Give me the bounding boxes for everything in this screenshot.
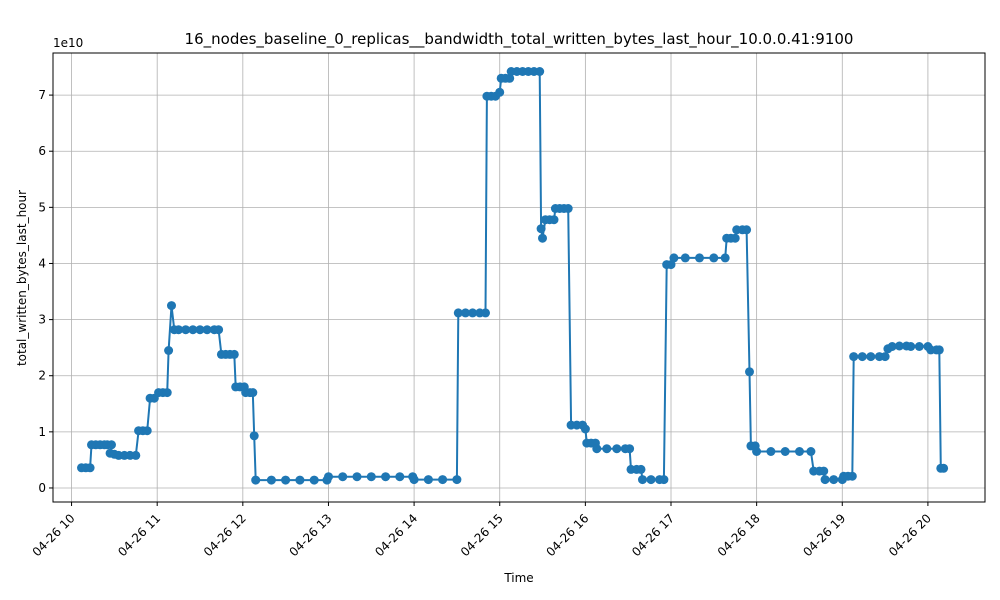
data-point	[857, 352, 867, 362]
data-point	[142, 426, 152, 436]
data-point	[602, 444, 612, 454]
data-point	[536, 224, 546, 234]
data-point	[580, 424, 590, 434]
data-point	[181, 325, 191, 335]
data-point	[535, 67, 545, 76]
data-point	[780, 447, 790, 456]
data-point	[167, 301, 176, 311]
data-point	[324, 472, 333, 482]
data-point	[164, 346, 174, 355]
data-point	[266, 475, 276, 485]
data-point	[709, 253, 719, 263]
data-point	[395, 472, 405, 482]
data-point	[338, 472, 348, 482]
data-point	[309, 475, 319, 485]
data-point	[281, 475, 291, 485]
data-point	[636, 464, 646, 474]
data-point	[538, 233, 547, 243]
data-point	[409, 475, 419, 485]
plot-frame	[52, 52, 986, 503]
data-series	[77, 67, 949, 485]
data-point	[549, 215, 559, 225]
y-tick-label: 4	[38, 256, 46, 270]
data-point	[452, 475, 462, 485]
y-tick-label: 6	[38, 144, 46, 158]
data-point	[612, 444, 622, 454]
data-point	[745, 367, 754, 377]
data-point	[880, 352, 890, 362]
data-point	[381, 472, 391, 482]
y-tick-label: 5	[38, 200, 46, 214]
data-point	[229, 349, 239, 359]
data-point	[730, 233, 740, 243]
data-point	[453, 308, 463, 318]
data-point	[481, 308, 490, 318]
data-point	[249, 431, 259, 441]
data-point	[468, 308, 478, 318]
data-point	[107, 440, 116, 450]
y-axis-title: total_written_bytes_last_hour	[15, 190, 29, 366]
data-point	[795, 447, 804, 456]
y-tick-label: 7	[38, 88, 46, 102]
y-tick-label: 0	[38, 481, 46, 495]
data-point	[695, 253, 704, 263]
y-axis-ticks: 0 1 2 3 4 5 6 7	[38, 88, 53, 495]
data-point	[85, 463, 95, 473]
y-tick-label: 1	[38, 425, 46, 439]
data-point	[829, 475, 839, 485]
data-point	[352, 472, 362, 482]
data-point	[202, 325, 212, 335]
data-point	[820, 475, 830, 485]
data-point	[131, 450, 141, 460]
data-point	[438, 475, 448, 485]
y-tick-label: 2	[38, 369, 46, 383]
data-point	[742, 225, 752, 235]
data-point	[849, 352, 859, 362]
data-point	[162, 388, 172, 398]
data-point	[866, 352, 876, 362]
data-point	[174, 325, 184, 335]
data-point	[646, 475, 656, 485]
data-point	[195, 325, 205, 335]
data-point	[887, 342, 897, 351]
data-point	[766, 447, 776, 456]
data-point	[461, 308, 470, 318]
data-point	[806, 447, 816, 456]
data-point	[592, 444, 602, 454]
data-point	[505, 73, 515, 83]
data-point	[214, 325, 224, 335]
data-point	[638, 475, 647, 485]
data-point	[906, 342, 916, 351]
grid-lines	[53, 53, 985, 502]
data-point	[939, 463, 949, 473]
data-point	[625, 444, 635, 454]
data-point	[188, 325, 198, 335]
data-point	[563, 204, 573, 213]
data-point	[752, 447, 762, 456]
data-point	[847, 471, 857, 481]
data-point	[720, 253, 730, 263]
x-axis-title: Time	[503, 571, 533, 585]
chart-title: 16_nodes_baseline_0_replicas__bandwidth_…	[185, 30, 854, 49]
data-point	[934, 345, 944, 355]
data-point	[495, 87, 505, 97]
data-point	[914, 342, 924, 351]
data-point	[423, 475, 433, 485]
data-point	[669, 253, 679, 263]
data-point	[295, 475, 305, 485]
y-scale-offset-label: 1e10	[53, 36, 83, 50]
data-point	[659, 475, 669, 485]
data-point	[251, 475, 261, 485]
y-tick-label: 3	[38, 313, 46, 327]
data-point	[819, 466, 829, 476]
data-point	[366, 472, 376, 482]
data-point	[248, 388, 258, 398]
data-point	[894, 341, 904, 351]
data-point	[680, 253, 690, 263]
